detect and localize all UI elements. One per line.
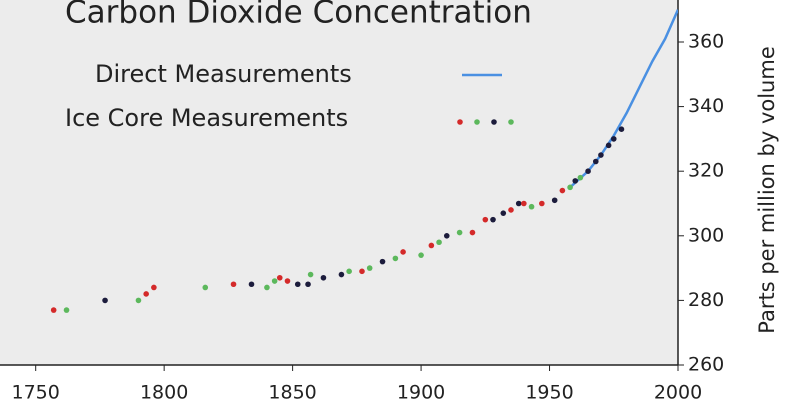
y-tick-label: 280 — [688, 289, 724, 311]
y-tick-label: 320 — [688, 160, 724, 182]
data-point — [230, 281, 237, 288]
legend-swatch — [491, 119, 497, 125]
data-point — [294, 281, 301, 288]
data-point — [346, 268, 352, 275]
data-point — [151, 284, 157, 291]
data-point — [418, 252, 424, 258]
data-point — [618, 126, 625, 133]
data-point — [428, 242, 435, 249]
legend-swatch — [508, 119, 514, 125]
data-point — [469, 229, 476, 236]
data-point — [379, 258, 386, 265]
data-point — [598, 152, 604, 158]
data-point — [248, 281, 255, 288]
y-tick-label: 340 — [688, 95, 724, 117]
data-point — [392, 255, 399, 262]
data-point — [135, 297, 142, 304]
x-tick-label: 1900 — [397, 382, 445, 400]
data-point — [436, 239, 442, 246]
data-point — [610, 136, 617, 142]
x-tick-label: 1850 — [268, 382, 316, 400]
legend-swatch — [457, 119, 463, 125]
data-point — [400, 249, 406, 255]
x-tick-label: 2000 — [654, 382, 702, 400]
data-point — [508, 207, 514, 213]
data-point — [490, 216, 496, 223]
data-point — [585, 168, 591, 174]
data-point — [284, 278, 291, 284]
data-point — [443, 232, 450, 239]
chart-title: Carbon Dioxide Concentration — [65, 0, 532, 31]
y-tick-label: 300 — [688, 224, 724, 246]
data-point — [592, 158, 599, 165]
data-point — [338, 271, 345, 278]
data-point — [528, 203, 535, 210]
legend-label: Direct Measurements — [95, 60, 352, 88]
legend-swatch — [474, 119, 480, 125]
data-point — [202, 284, 209, 291]
data-point — [551, 197, 558, 204]
data-point — [264, 284, 270, 291]
x-tick-label: 1950 — [525, 382, 573, 400]
data-point — [605, 142, 612, 149]
legend-label: Ice Core Measurements — [65, 104, 348, 132]
data-point — [271, 278, 278, 284]
plot-area — [0, 0, 678, 365]
data-point — [102, 297, 108, 304]
data-point — [63, 307, 70, 313]
data-point — [559, 187, 566, 194]
data-point — [50, 307, 57, 313]
x-tick-label: 1750 — [12, 382, 60, 400]
data-point — [521, 200, 527, 207]
y-tick-label: 260 — [688, 354, 724, 376]
data-point — [366, 265, 373, 271]
data-point — [539, 200, 545, 207]
data-point — [276, 274, 283, 281]
y-axis-label: Parts per million by volume — [755, 46, 779, 334]
data-point — [500, 210, 507, 216]
data-point — [456, 229, 463, 236]
data-point — [143, 291, 149, 297]
data-point — [305, 281, 311, 288]
data-point — [320, 274, 327, 281]
data-point — [307, 271, 314, 278]
data-point — [572, 178, 579, 184]
y-tick-label: 360 — [688, 30, 724, 52]
x-tick-label: 1800 — [140, 382, 188, 400]
data-point — [359, 268, 365, 275]
data-point — [515, 200, 522, 207]
data-point — [482, 216, 489, 223]
data-point — [577, 174, 584, 181]
data-line — [569, 9, 678, 189]
data-point — [567, 184, 573, 191]
